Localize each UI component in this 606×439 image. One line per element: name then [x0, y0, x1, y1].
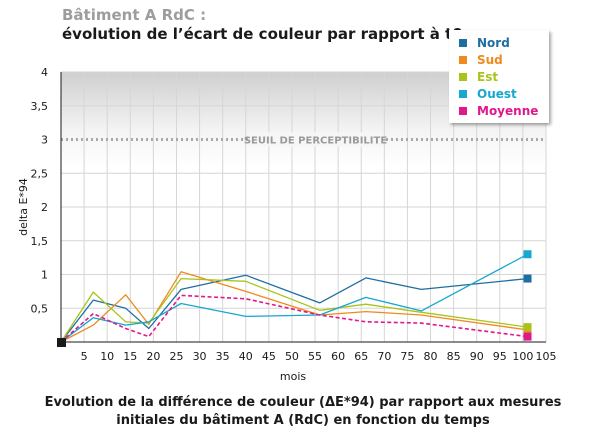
threshold-label: SEUIL DE PERCEPTIBILITE	[244, 136, 387, 147]
series-end-marker-ouest	[523, 250, 532, 259]
x-tick-label: 80	[424, 350, 438, 363]
legend-item-moyenne: Moyenne	[459, 102, 549, 119]
chart-title-line1: Bâtiment A RdC :	[62, 6, 207, 24]
x-tick-label: 70	[377, 350, 391, 363]
y-tick-label: 4	[41, 66, 48, 79]
legend-swatch	[459, 38, 467, 47]
legend-item-sud: Sud	[459, 51, 549, 68]
figure-caption-line1: Evolution de la différence de couleur (Δ…	[44, 395, 562, 410]
legend-swatch	[459, 55, 467, 64]
legend-item-est: Est	[459, 68, 549, 85]
y-tick-label: 3	[41, 134, 48, 147]
y-tick-label: 1,5	[31, 235, 49, 248]
x-tick-label: 90	[470, 350, 484, 363]
legend-label: Nord	[477, 35, 510, 50]
tick-labels: 5 10 15 20 25 30 35 40 45 50 55 60 65 70 75 80 85 90 95 100…	[31, 66, 557, 363]
chart-title: Bâtiment A RdC : évolution de l’écart de…	[62, 6, 463, 44]
x-tick-label: 20	[146, 350, 160, 363]
y-axis-label: delta E*94	[17, 178, 30, 236]
series-end-marker-moyenne	[523, 332, 532, 341]
axes	[60, 72, 546, 343]
legend-swatch	[459, 72, 467, 81]
figure-caption-line2: initiales du bâtiment A (RdC) en fonctio…	[116, 412, 490, 428]
legend-swatch	[459, 89, 467, 98]
series-group	[57, 250, 532, 347]
series-line-nord	[60, 274, 528, 343]
chart-title-line2: évolution de l’écart de couleur par rapp…	[62, 24, 463, 43]
legend-item-ouest: Ouest	[459, 85, 549, 102]
x-tick-label: 15	[123, 350, 137, 363]
series-line-sud	[60, 271, 528, 343]
figure-caption: Evolution de la différence de couleur (Δ…	[0, 394, 606, 429]
legend-label: Moyenne	[477, 103, 539, 118]
y-tick-label: 1	[41, 269, 48, 282]
x-axis-label: mois	[280, 370, 307, 383]
x-tick-label: 85	[447, 350, 461, 363]
series-line-est	[60, 277, 528, 343]
legend-label: Sud	[477, 52, 503, 67]
y-tick-label: 2,5	[31, 167, 49, 180]
legend-item-nord: Nord	[459, 34, 549, 51]
origin-marker	[57, 338, 66, 347]
legend-label: Ouest	[477, 86, 517, 101]
x-tick-label: 60	[331, 350, 345, 363]
x-tick-label: 105	[536, 350, 557, 363]
x-tick-label: 40	[239, 350, 253, 363]
x-tick-label: 30	[193, 350, 207, 363]
x-tick-label: 10	[100, 350, 114, 363]
x-tick-label: 50	[285, 350, 299, 363]
perceptibility-threshold: SEUIL DE PERCEPTIBILITE	[61, 132, 546, 147]
legend: Nord Sud Est Ouest Moyenne	[449, 30, 549, 123]
series-end-marker-est	[523, 323, 532, 332]
series-line-moyenne	[60, 294, 528, 343]
x-tick-label: 95	[493, 350, 507, 363]
legend-swatch	[459, 106, 467, 115]
x-tick-label: 55	[308, 350, 322, 363]
x-tick-label: 45	[262, 350, 276, 363]
x-tick-label: 75	[400, 350, 414, 363]
x-tick-label: 25	[169, 350, 183, 363]
legend-label: Est	[477, 69, 499, 84]
x-tick-label: 35	[216, 350, 230, 363]
x-tick-label: 100	[512, 350, 533, 363]
x-tick-label: 5	[81, 350, 88, 363]
y-tick-label: 2	[41, 201, 48, 214]
y-tick-label: 3,5	[31, 100, 49, 113]
threshold-label-bg	[249, 132, 382, 147]
y-tick-label: 0,5	[31, 302, 49, 315]
x-tick-label: 65	[354, 350, 368, 363]
series-end-marker-nord	[523, 274, 532, 283]
